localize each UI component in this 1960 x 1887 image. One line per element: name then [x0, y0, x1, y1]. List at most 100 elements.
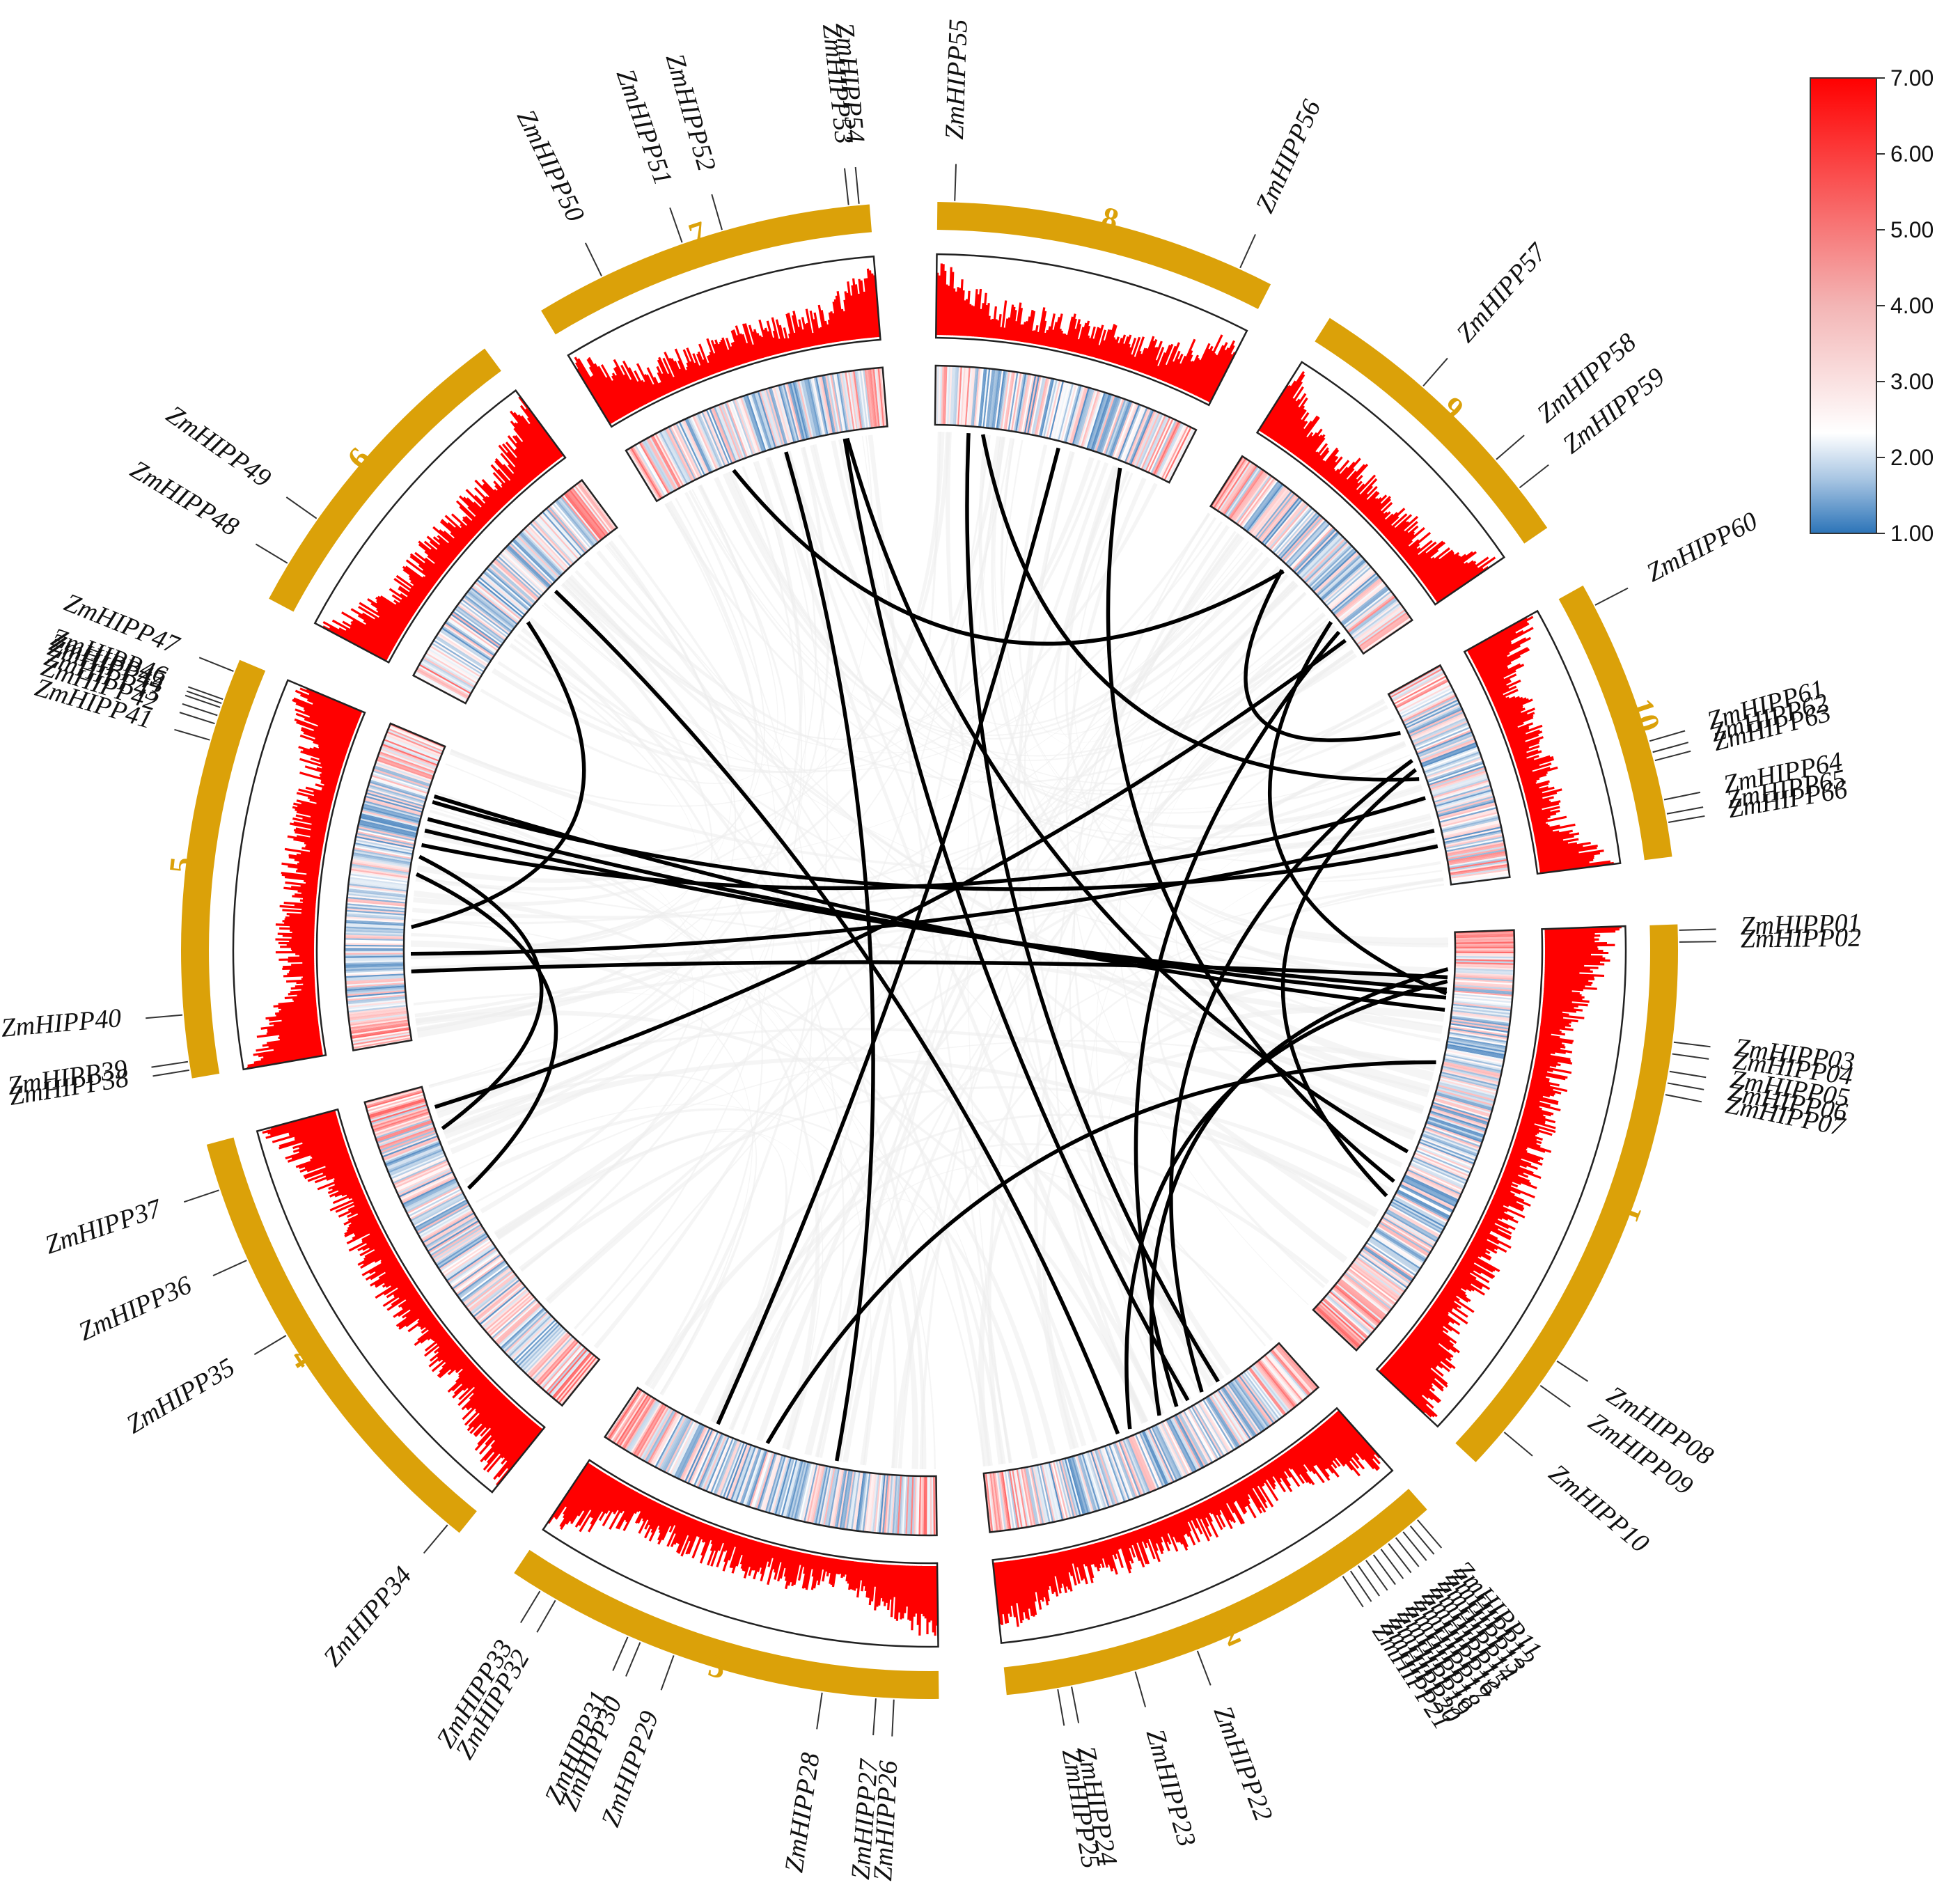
- heatmap-cell: [1125, 407, 1150, 464]
- heatmap-cell: [485, 569, 531, 609]
- density-bar: [374, 618, 402, 636]
- heatmap-cell: [1179, 1412, 1209, 1466]
- density-bar: [674, 348, 691, 384]
- heatmap-cell: [366, 790, 424, 808]
- heatmap-cell: [1278, 512, 1319, 558]
- duplication-link: [980, 434, 1420, 782]
- heatmap-cell: [724, 402, 747, 458]
- heatmap-cell: [345, 953, 405, 955]
- heatmap-cell: [1367, 1239, 1418, 1274]
- heatmap-cell: [362, 805, 421, 822]
- density-bar: [1383, 526, 1396, 538]
- density-bar: [409, 553, 441, 578]
- density-bar: [1428, 1308, 1450, 1325]
- duplication-link: [434, 639, 1347, 1109]
- heatmap-cell: [1394, 1194, 1448, 1224]
- density-bar: [576, 368, 612, 425]
- density-bar: [313, 740, 347, 755]
- heatmap-cell: [1124, 407, 1148, 463]
- heatmap-cell: [1450, 873, 1510, 884]
- heatmap-cell: [1428, 765, 1485, 786]
- density-bar: [560, 1469, 600, 1530]
- heatmap-cell: [504, 1311, 549, 1354]
- density-bar: [1097, 340, 1106, 359]
- heatmap-cell: [1251, 1365, 1289, 1414]
- heatmap-cell: [1133, 1434, 1158, 1490]
- heatmap-cell: [450, 613, 500, 649]
- density-bar: [1489, 687, 1510, 698]
- density-bar: [613, 1487, 630, 1514]
- heatmap-cell: [1451, 1012, 1511, 1021]
- density-bar: [1133, 350, 1142, 370]
- heatmap-cell: [347, 893, 407, 901]
- density-bar: [604, 1483, 624, 1514]
- density-bar: [1221, 1491, 1235, 1514]
- density-bar: [279, 1029, 320, 1038]
- heatmap-cell: [1280, 515, 1322, 561]
- heatmap-cell: [845, 1471, 856, 1530]
- heatmap-cell: [481, 1288, 528, 1328]
- density-bar: [295, 831, 325, 839]
- density-bar: [1125, 1533, 1136, 1558]
- heatmap-cell: [789, 382, 806, 441]
- density-bar: [761, 336, 769, 357]
- heatmap-cell: [1156, 1424, 1184, 1478]
- heatmap-cell: [1420, 742, 1477, 765]
- heatmap-cell: [1429, 770, 1487, 790]
- density-bar: [1212, 1496, 1222, 1511]
- density-bar: [1337, 1410, 1381, 1459]
- heatmap-cell: [1028, 376, 1042, 434]
- heatmap-cell: [1361, 617, 1411, 652]
- heatmap-cell: [1195, 1402, 1228, 1455]
- density-bar: [1520, 766, 1558, 780]
- density-bar: [1188, 348, 1210, 393]
- heatmap-cell: [1389, 1203, 1443, 1234]
- heatmap-cell: [1241, 1372, 1279, 1421]
- heatmap-cell: [765, 389, 784, 446]
- density-bar: [1162, 342, 1180, 382]
- heatmap-cell: [1418, 735, 1475, 760]
- density-bar: [1390, 529, 1406, 544]
- heatmap-cell: [1082, 391, 1101, 448]
- heatmap-cell: [1412, 1157, 1468, 1182]
- density-bar: [686, 366, 695, 383]
- density-bar: [283, 901, 316, 907]
- density-bar: [1342, 478, 1358, 495]
- density-bar: [602, 1485, 627, 1527]
- density-bar: [675, 1517, 693, 1553]
- heatmap-cell: [389, 1150, 444, 1175]
- density-bar: [462, 1360, 472, 1370]
- heatmap-cell: [1429, 1113, 1486, 1134]
- density-bar: [1510, 1152, 1543, 1166]
- heatmap-cell: [637, 1405, 668, 1458]
- heatmap-cell: [993, 370, 1003, 429]
- heatmap-cell: [1167, 1418, 1195, 1473]
- heatmap-cell: [1428, 1114, 1485, 1135]
- heatmap-cell: [441, 627, 492, 661]
- density-bar: [1065, 313, 1076, 351]
- density-bar: [1318, 449, 1340, 475]
- density-bar: [1079, 320, 1090, 354]
- heatmap-cell: [386, 733, 442, 756]
- heatmap-cell: [352, 1034, 411, 1046]
- heatmap-cell: [666, 427, 695, 481]
- heatmap-cell: [1455, 968, 1514, 972]
- density-bar: [526, 417, 560, 460]
- heatmap-cell: [1356, 609, 1406, 645]
- heatmap-cell: [678, 421, 706, 476]
- heatmap-cell: [723, 402, 746, 459]
- density-bar: [1247, 1476, 1268, 1509]
- heatmap-cell: [465, 1271, 514, 1308]
- heatmap-cell: [371, 1108, 429, 1128]
- density-bar: [497, 469, 519, 494]
- density-bar: [868, 1563, 875, 1606]
- density-bar: [417, 1314, 434, 1327]
- density-bar: [1019, 1559, 1030, 1620]
- heatmap-cell: [1455, 966, 1514, 971]
- heatmap-cell: [1222, 1386, 1257, 1436]
- heatmap-cell: [450, 1253, 501, 1288]
- gene-tick: [255, 543, 288, 564]
- heatmap-cell: [431, 642, 483, 675]
- heatmap-cell: [350, 1025, 410, 1036]
- density-bar: [1020, 1558, 1030, 1609]
